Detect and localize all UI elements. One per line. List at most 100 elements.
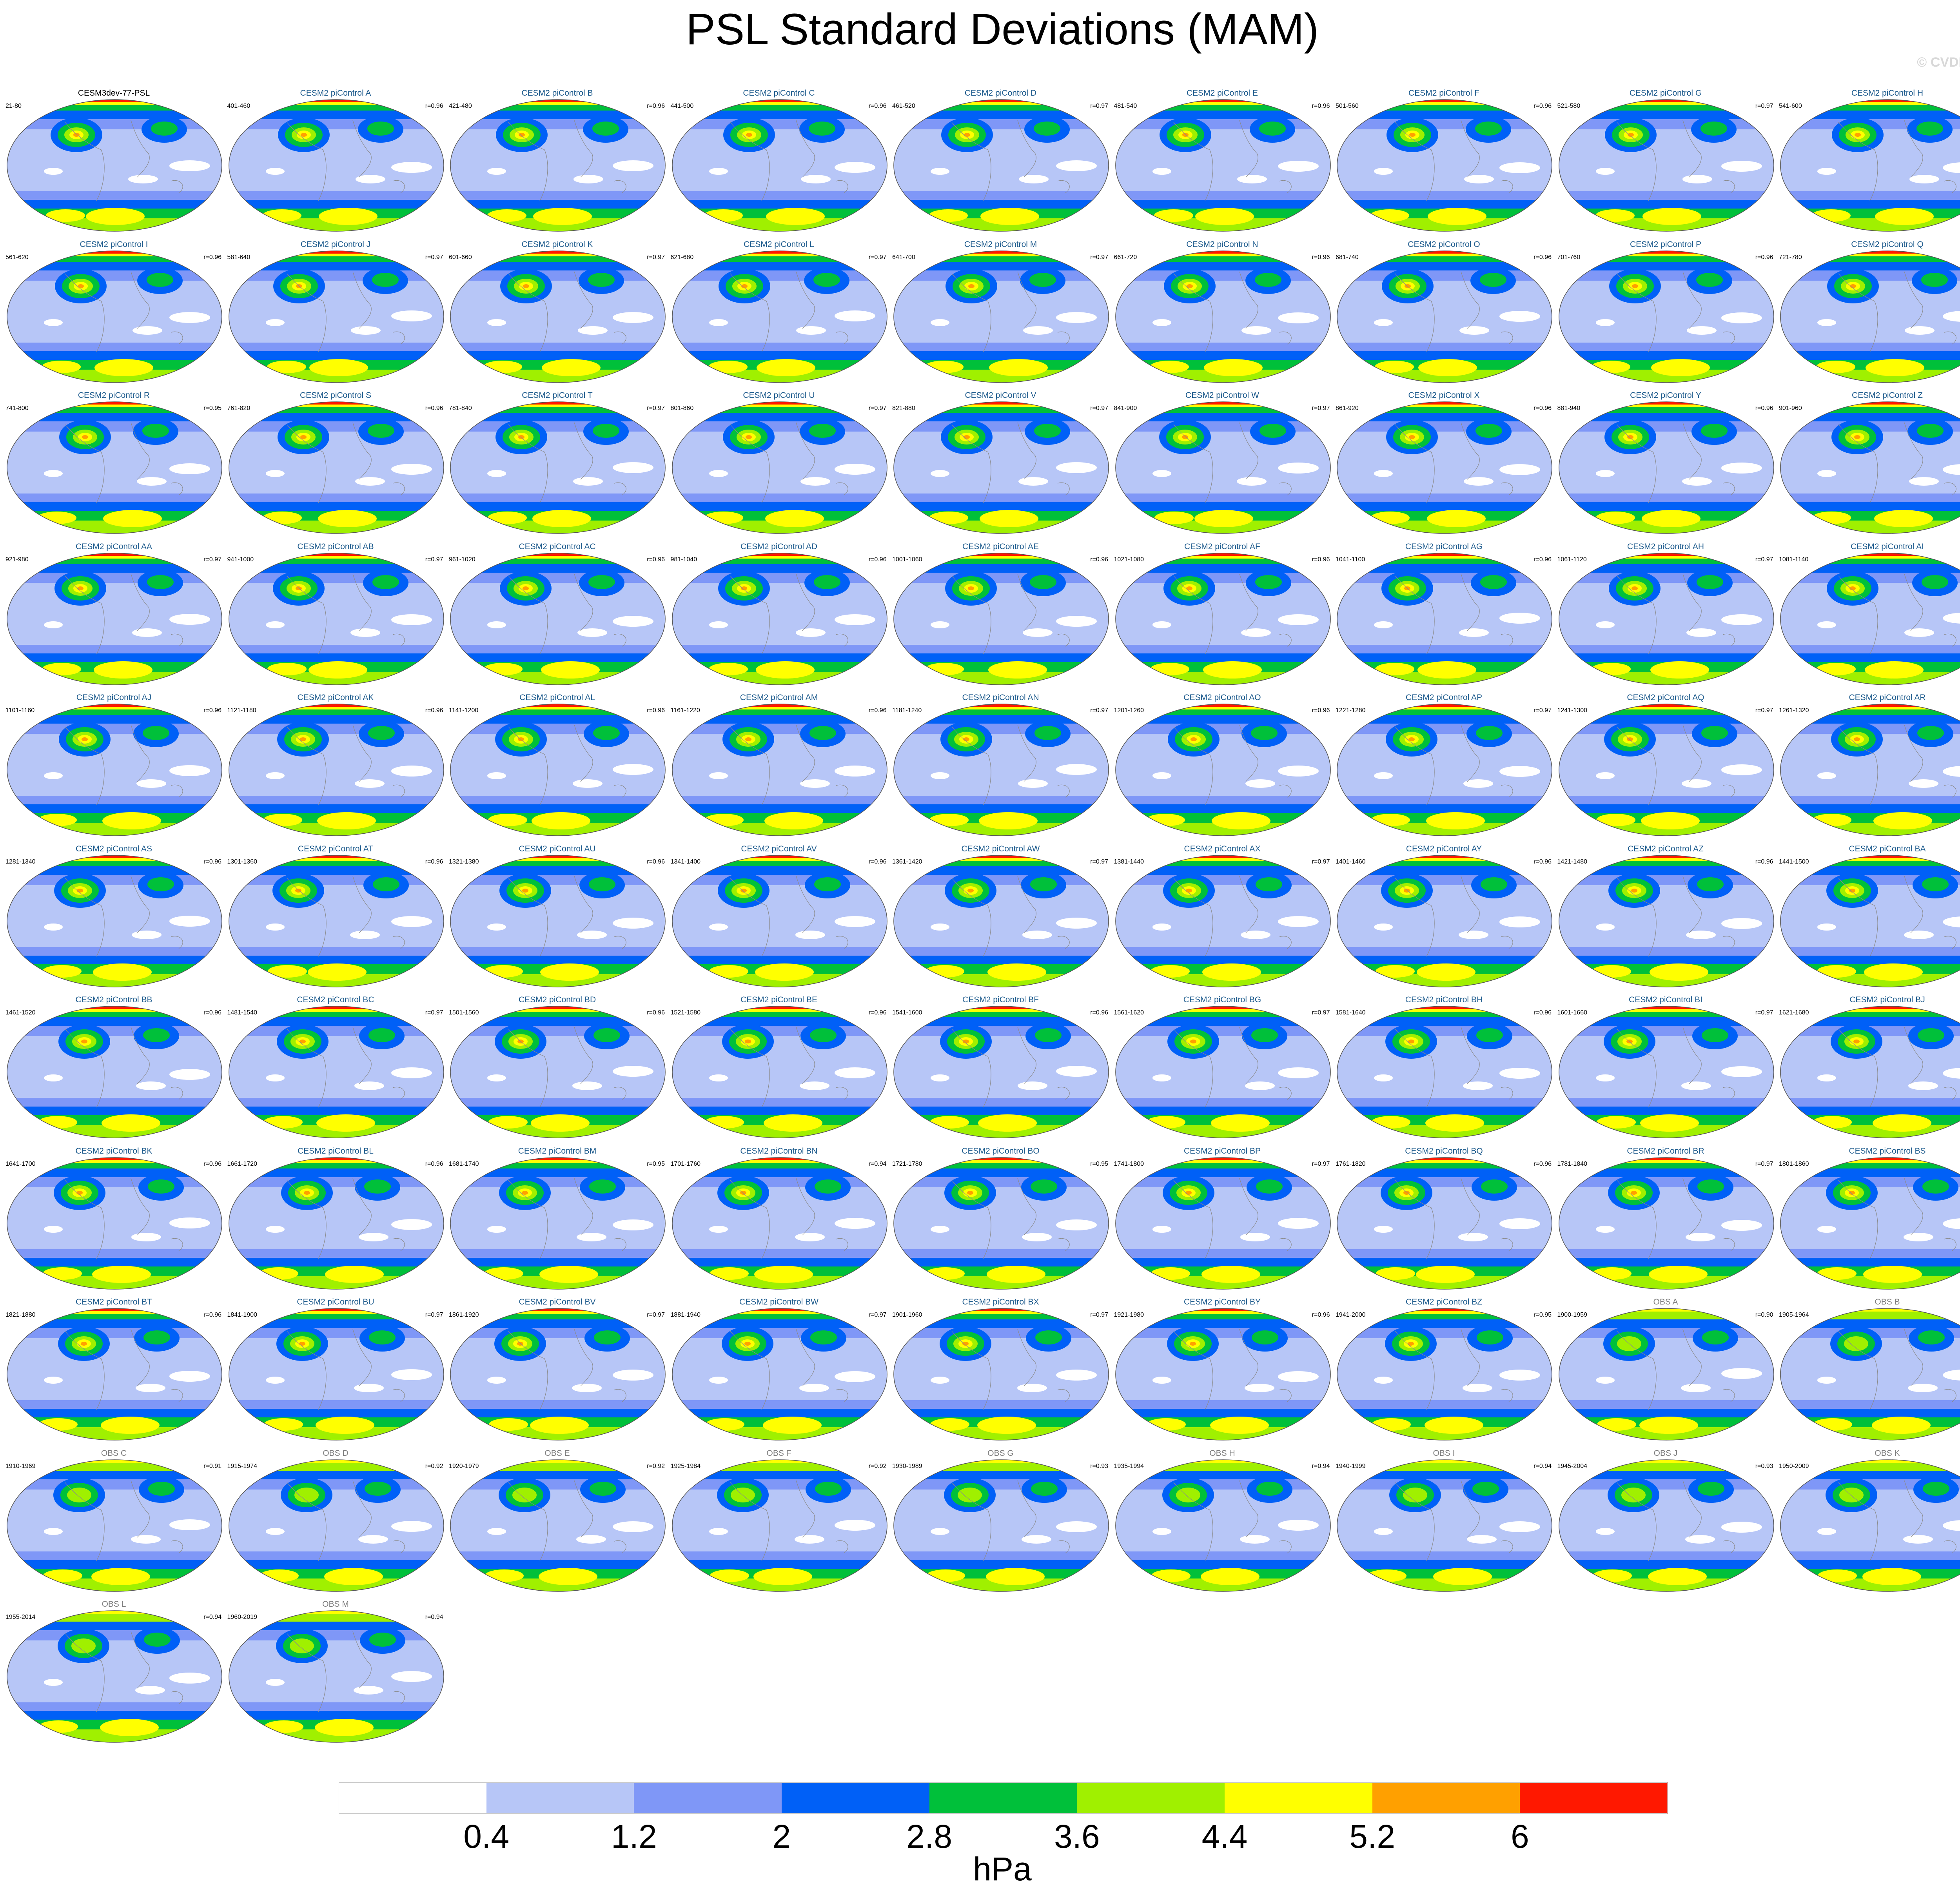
panel-pattern-correlation: r=0.94 <box>203 1614 221 1620</box>
psl-stddev-map <box>1337 1006 1552 1138</box>
panel-pattern-correlation: r=0.97 <box>1312 1160 1330 1167</box>
panel-pattern-correlation: r=0.96 <box>1312 103 1330 109</box>
panel-years: 1321-1380 <box>449 858 479 865</box>
panel-title: CESM2 piControl M <box>964 239 1037 249</box>
panel-years: 1401-1460 <box>1336 858 1366 865</box>
panel-pattern-correlation: r=0.96 <box>1312 1312 1330 1318</box>
panel-pattern-correlation: r=0.96 <box>1312 707 1330 714</box>
panel-years: 1301-1360 <box>227 858 258 865</box>
map-panel: OBS D 1915-1974 r=0.92 <box>225 1449 446 1596</box>
map-panel: OBS H 1935-1994 r=0.94 <box>1112 1449 1333 1596</box>
panel-pattern-correlation: r=0.97 <box>425 1009 443 1016</box>
psl-stddev-map <box>228 552 444 685</box>
map-panel: CESM2 piControl AK 1121-1180 r=0.96 <box>225 693 446 840</box>
map-panel: CESM2 piControl R 741-800 r=0.95 <box>3 391 225 538</box>
panel-years: 1950-2009 <box>1779 1462 1809 1470</box>
psl-stddev-map <box>228 1006 444 1138</box>
panel-title: OBS B <box>1875 1297 1900 1306</box>
panel-title: CESM3dev-77-PSL <box>78 89 150 98</box>
map-panel: CESM2 piControl P 701-760 r=0.96 <box>1555 240 1777 387</box>
panel-pattern-correlation: r=0.97 <box>1534 707 1552 714</box>
panel-years: 1841-1900 <box>227 1312 258 1318</box>
panel-pattern-correlation: r=0.96 <box>1090 1009 1108 1016</box>
psl-stddev-map <box>1337 401 1552 534</box>
psl-stddev-map <box>1558 1157 1774 1290</box>
colorbar-box <box>782 1782 930 1814</box>
psl-stddev-map <box>7 1308 222 1441</box>
panel-title: CESM2 piControl S <box>299 391 372 400</box>
panel-years: 461-520 <box>892 103 915 109</box>
panel-title: OBS A <box>1653 1297 1678 1306</box>
panel-title: CESM2 piControl AG <box>1405 542 1483 551</box>
panel-years: 1281-1340 <box>5 858 36 865</box>
map-panel: CESM2 piControl BG 1561-1620 r=0.97 <box>1112 995 1333 1142</box>
panel-years: 1701-1760 <box>670 1160 701 1167</box>
psl-stddev-map <box>671 704 887 836</box>
map-panel: OBS C 1910-1969 r=0.91 <box>3 1449 225 1596</box>
panel-title: CESM2 piControl X <box>1408 391 1480 400</box>
panel-years: 661-720 <box>1114 254 1137 261</box>
panel-pattern-correlation: r=0.95 <box>647 1160 665 1167</box>
panel-title: OBS F <box>766 1448 791 1458</box>
psl-stddev-map <box>7 1157 222 1290</box>
panel-years: 621-680 <box>670 254 694 261</box>
panel-title: CESM2 piControl AQ <box>1627 693 1704 702</box>
panel-title: CESM2 piControl BG <box>1183 995 1261 1004</box>
psl-stddev-map <box>450 704 666 836</box>
map-panel: CESM2 piControl AS 1281-1340 r=0.96 <box>3 844 225 991</box>
psl-stddev-map <box>1558 401 1774 534</box>
panel-years: 601-660 <box>449 254 472 261</box>
map-panel: CESM2 piControl AO 1201-1260 r=0.96 <box>1112 693 1333 840</box>
panel-title: OBS E <box>544 1448 570 1458</box>
panel-title: CESM2 piControl AO <box>1183 693 1261 702</box>
panel-years: 1481-1540 <box>227 1009 258 1016</box>
psl-stddev-map <box>1115 1006 1331 1138</box>
panel-title: CESM2 piControl AR <box>1849 693 1926 702</box>
panel-title: CESM2 piControl P <box>1630 239 1702 249</box>
map-panel: CESM2 piControl BT 1821-1880 r=0.96 <box>3 1297 225 1444</box>
colorbar-box <box>929 1782 1078 1814</box>
panel-title: CESM2 piControl BB <box>75 995 152 1004</box>
panel-pattern-correlation: r=0.92 <box>647 1462 665 1470</box>
panel-pattern-correlation: r=0.95 <box>1534 1312 1552 1318</box>
map-panel: OBS G 1930-1989 r=0.93 <box>890 1449 1111 1596</box>
panel-years: 1905-1964 <box>1779 1312 1809 1318</box>
panel-pattern-correlation: r=0.96 <box>868 1009 887 1016</box>
psl-stddev-map <box>1780 1308 1960 1441</box>
map-panel: CESM2 piControl BX 1901-1960 r=0.97 <box>890 1297 1111 1444</box>
panel-title: CESM2 piControl W <box>1185 391 1259 400</box>
panel-title: CESM2 piControl O <box>1408 239 1480 249</box>
panel-pattern-correlation: r=0.96 <box>868 556 887 563</box>
colorbar-tick-label: 2 <box>772 1818 791 1855</box>
panel-years: 1920-1979 <box>449 1462 479 1470</box>
psl-stddev-map <box>893 99 1109 232</box>
map-panel: CESM2 piControl V 821-880 r=0.97 <box>890 391 1111 538</box>
panel-years: 441-500 <box>670 103 694 109</box>
panel-pattern-correlation: r=0.97 <box>647 1312 665 1318</box>
map-panel: CESM2 piControl E 481-540 r=0.96 <box>1112 89 1333 236</box>
panel-years: 1061-1120 <box>1557 556 1587 563</box>
panel-years: 1861-1920 <box>449 1312 479 1318</box>
figure-title: PSL Standard Deviations (MAM) <box>686 5 1319 54</box>
psl-stddev-map <box>1558 1459 1774 1592</box>
psl-stddev-map <box>7 1006 222 1138</box>
panel-pattern-correlation: r=0.96 <box>1534 254 1552 261</box>
panel-years: 1821-1880 <box>5 1312 36 1318</box>
psl-stddev-map <box>893 1006 1109 1138</box>
panel-pattern-correlation: r=0.96 <box>868 858 887 865</box>
psl-stddev-map <box>450 99 666 232</box>
panel-title: CESM2 piControl BM <box>518 1146 597 1156</box>
psl-stddev-map <box>1115 855 1331 987</box>
map-panel: OBS J 1945-2004 r=0.93 <box>1555 1449 1777 1596</box>
panel-title: CESM2 piControl BP <box>1183 1146 1261 1156</box>
panel-pattern-correlation: r=0.96 <box>203 707 221 714</box>
psl-stddev-map <box>893 1308 1109 1441</box>
colorbar-tick-label: 2.8 <box>906 1818 953 1855</box>
map-panel: CESM2 piControl L 621-680 r=0.97 <box>668 240 890 387</box>
panel-pattern-correlation: r=0.96 <box>425 103 443 109</box>
psl-stddev-map <box>1780 250 1960 383</box>
panel-pattern-correlation: r=0.97 <box>1312 858 1330 865</box>
panel-years: 1955-2014 <box>5 1614 36 1620</box>
panel-title: OBS H <box>1209 1448 1235 1458</box>
panel-title: CESM2 piControl BU <box>297 1297 374 1306</box>
